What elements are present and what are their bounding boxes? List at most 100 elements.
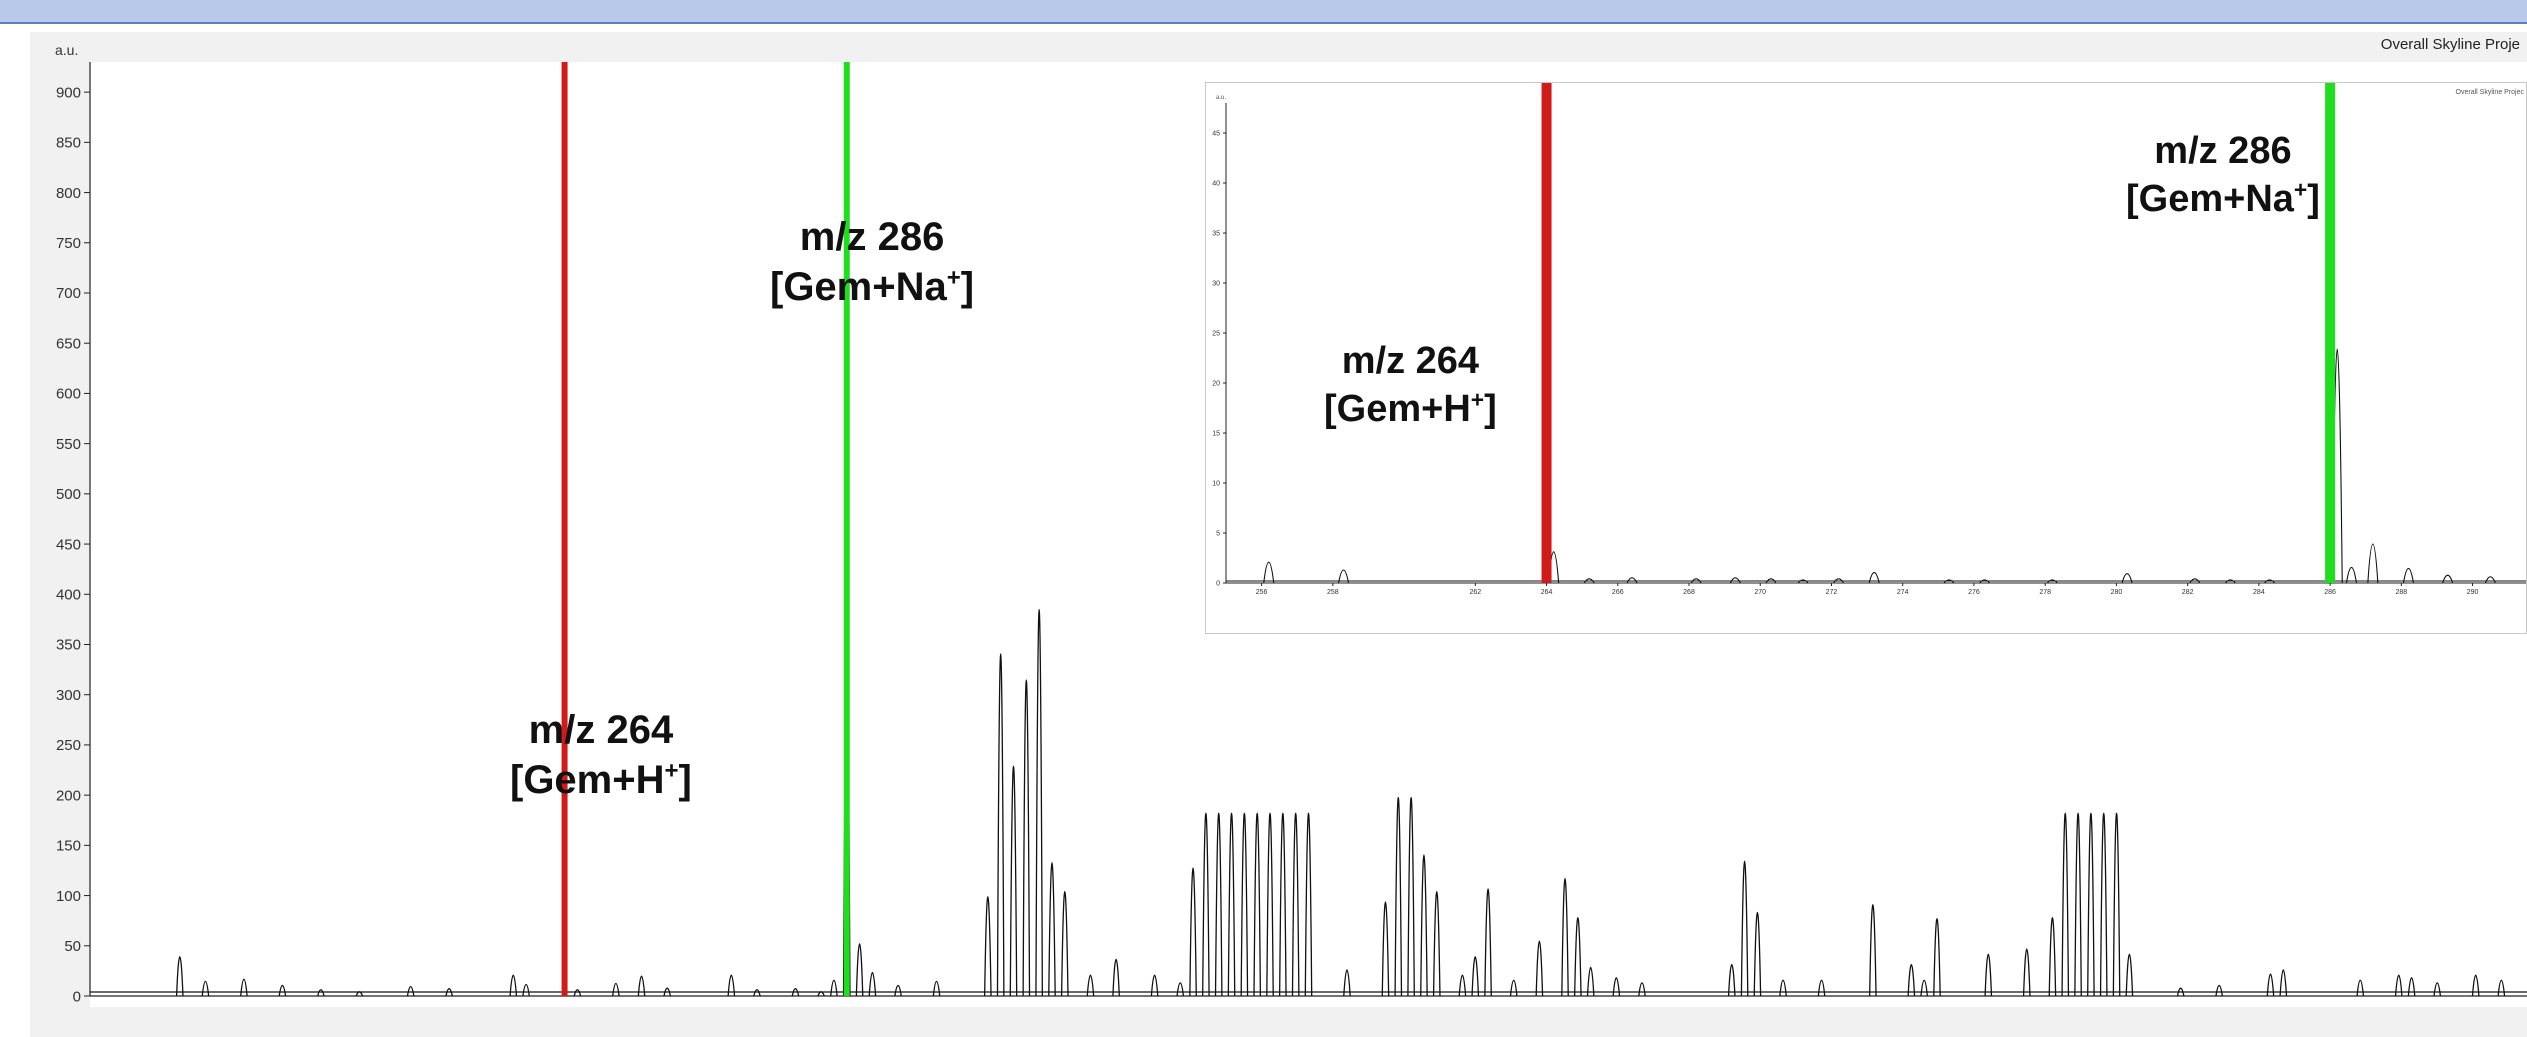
main-peak — [2279, 969, 2288, 997]
main-peak — [2048, 917, 2057, 997]
main-peak — [1574, 917, 1582, 997]
inset-annotation-264-line1: m/z 264 — [1341, 340, 1480, 382]
inset-peak — [1583, 578, 1595, 584]
main-peak — [1471, 956, 1480, 997]
inset-x-tick-label: 264 — [1541, 589, 1553, 596]
main-peak — [1586, 966, 1595, 997]
main-peak — [1266, 812, 1274, 997]
inset-x-tick-label: 290 — [2467, 589, 2479, 596]
inset-peak — [2367, 543, 2379, 584]
main-annotation-264-line2: [Gem+H+] — [510, 755, 692, 805]
main-peak — [509, 974, 518, 997]
main-peak — [1202, 812, 1210, 997]
main-peak — [1432, 891, 1441, 997]
main-y-tick-label: 200 — [56, 787, 81, 804]
main-peak — [1035, 609, 1043, 997]
inset-axes: 0 5 10 15 20 25 30 35 40 45 256 258 262 264 266 268 270 2… — [1212, 103, 2526, 596]
inset-peaks — [1226, 348, 2526, 584]
inset-y-axis-label: a.u. — [1216, 95, 1226, 101]
main-peak — [1060, 891, 1069, 997]
main-peak — [1727, 964, 1736, 997]
inset-x-tick-label: 258 — [1327, 589, 1339, 596]
main-peak — [1291, 812, 1300, 997]
main-y-tick-label: 0 — [73, 988, 81, 1005]
inset-y-tick-label: 15 — [1212, 430, 1220, 437]
main-peak — [1086, 974, 1095, 997]
inset-markers — [1541, 78, 2336, 583]
main-peak — [1150, 974, 1159, 997]
inset-annotation-264: m/z 264 [Gem+H+] — [1324, 338, 1497, 433]
main-peak — [1869, 903, 1877, 997]
inset-peak — [2224, 579, 2236, 584]
inset-x-tick-label: 276 — [1968, 589, 1980, 596]
main-peak — [2074, 812, 2082, 997]
main-peak — [175, 956, 184, 997]
main-y-tick-label: 900 — [56, 84, 81, 101]
inset-peak — [1690, 578, 1702, 584]
main-peak — [2176, 987, 2185, 997]
inset-x-tick-label: 268 — [1683, 589, 1695, 596]
main-y-tick-label: 800 — [56, 185, 81, 202]
inset-peak — [2264, 579, 2275, 584]
main-peak — [753, 989, 761, 997]
inset-annotation-286-bracket: ] — [2307, 177, 2320, 220]
main-peak — [2099, 812, 2108, 997]
main-y-tick-label: 150 — [56, 838, 81, 855]
main-peak — [1381, 901, 1390, 997]
main-annotation-264-charge: + — [664, 757, 679, 785]
inset-annotation-264-line2: [Gem+H+] — [1324, 386, 1497, 434]
inset-peak — [2345, 566, 2358, 584]
inset-peak — [2189, 578, 2201, 584]
main-peak — [1048, 862, 1056, 997]
main-peak — [1112, 958, 1120, 997]
main-peak — [2266, 973, 2275, 997]
main-peak — [2125, 953, 2134, 997]
main-peak — [240, 978, 248, 997]
inset-y-tick-label: 35 — [1212, 230, 1220, 237]
inset-y-tick-label: 20 — [1212, 380, 1220, 387]
main-annotation-286: m/z 286 [Gem+Na+] — [770, 212, 974, 312]
inset-peak — [2484, 576, 2496, 584]
main-peak — [1907, 964, 1916, 997]
inset-x-tick-label: 262 — [1469, 589, 1481, 596]
main-annotation-264-bracket: ] — [678, 758, 692, 802]
main-peak — [727, 974, 736, 997]
main-peak — [1253, 812, 1262, 997]
main-peak — [1009, 765, 1018, 997]
inset-peak — [1833, 578, 1845, 584]
main-peak — [2061, 812, 2070, 997]
main-y-axis-label: a.u. — [55, 42, 78, 58]
main-y-tick-label: 100 — [56, 888, 81, 905]
inset-peak — [2442, 574, 2454, 584]
main-peak — [1304, 812, 1313, 997]
main-peak — [2407, 977, 2416, 997]
inset-y-tick-label: 45 — [1212, 130, 1220, 137]
window-title-bar — [0, 0, 2527, 24]
main-peak — [1740, 860, 1749, 997]
main-annotation-286-line1: m/z 286 — [799, 215, 945, 259]
main-annotation-286-bracket: ] — [960, 265, 975, 309]
main-peak — [637, 975, 646, 997]
main-annotation-286-charge: + — [946, 264, 961, 292]
main-peak — [1214, 812, 1223, 997]
inset-x-tick-label: 288 — [2395, 589, 2407, 596]
main-y-tick-label: 750 — [56, 235, 81, 252]
inset-chart-title: Overall Skyline Projec — [2456, 89, 2525, 96]
main-peak — [868, 972, 877, 997]
main-peak — [2215, 984, 2224, 997]
inset-peak — [1979, 579, 1991, 584]
inset-x-tick-label: 274 — [1897, 589, 1909, 596]
inset-x-tick-label: 256 — [1256, 589, 1268, 596]
main-y-tick-label: 850 — [56, 135, 81, 152]
main-y-tick-label: 450 — [56, 536, 81, 553]
main-peak — [573, 989, 582, 997]
main-annotation-286-ion: [Gem+Na — [770, 265, 947, 309]
inset-y-tick-label: 30 — [1212, 280, 1220, 287]
main-peak — [1279, 812, 1287, 997]
main-peak — [791, 988, 800, 997]
inset-peak — [2121, 573, 2133, 584]
main-peak — [1535, 940, 1544, 997]
main-peak — [1022, 679, 1031, 997]
main-peak — [2471, 974, 2480, 997]
inset-peak — [1729, 577, 1741, 584]
